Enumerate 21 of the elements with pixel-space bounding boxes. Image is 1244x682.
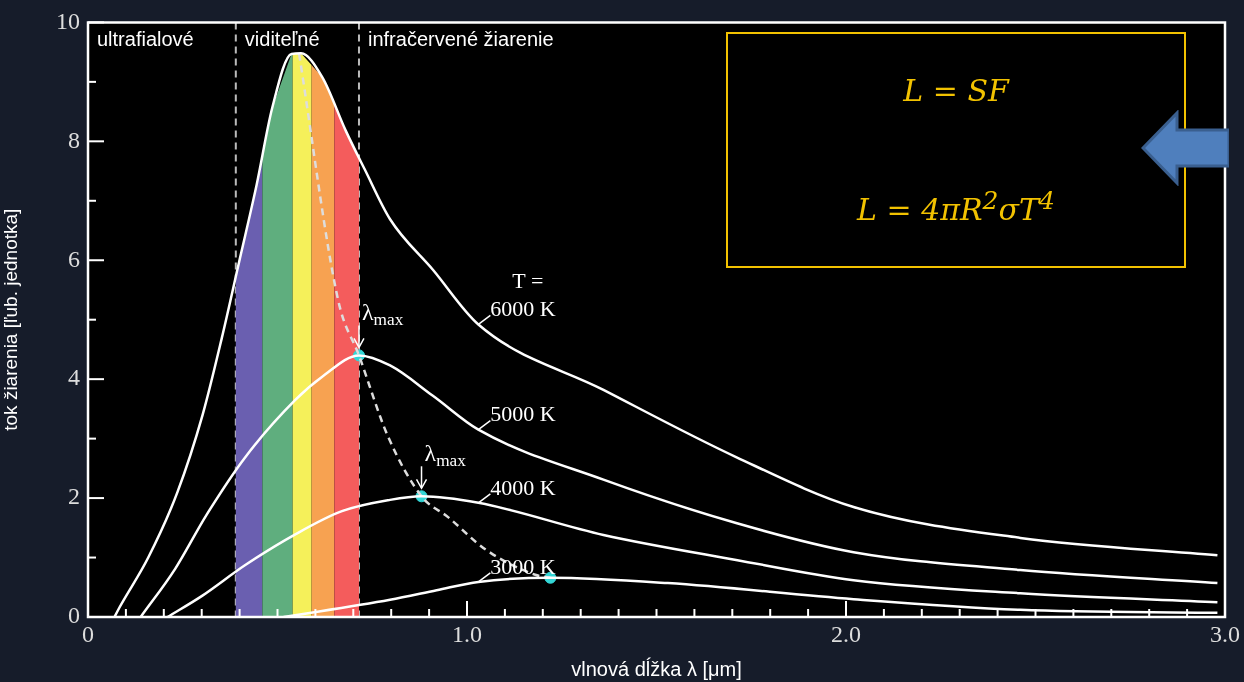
x-axis-title: vlnová dĺžka λ [μm] xyxy=(571,656,742,680)
annotation: L = SF xyxy=(902,73,1011,109)
annotation: L = 4πR$^{2}$σT$^{4}$ xyxy=(855,186,1056,228)
y-tick-label: 6 xyxy=(68,245,80,272)
annotation: 4000 K xyxy=(490,474,556,500)
y-tick-label: 4 xyxy=(68,364,80,391)
x-tick-label: 3.0 xyxy=(1210,620,1240,647)
annotation: viditeľné xyxy=(244,27,320,50)
y-tick-label: 0 xyxy=(68,602,80,629)
annotation: ultrafialové xyxy=(97,27,194,50)
annotation: 3000 K xyxy=(490,553,556,579)
annotation: infračervené žiarenie xyxy=(367,27,554,50)
x-tick-label: 1.0 xyxy=(452,620,482,647)
y-tick-label: 8 xyxy=(68,126,80,153)
y-tick-label: 10 xyxy=(56,7,80,34)
y-tick-label: 2 xyxy=(68,483,80,510)
y-axis-title: tok žiarenia [ľub. jednotka] xyxy=(0,208,21,431)
annotation: 5000 K xyxy=(490,401,556,427)
x-tick-label: 2.0 xyxy=(831,620,861,647)
annotation: T = xyxy=(512,268,544,294)
annotation: 6000 K xyxy=(490,296,556,322)
